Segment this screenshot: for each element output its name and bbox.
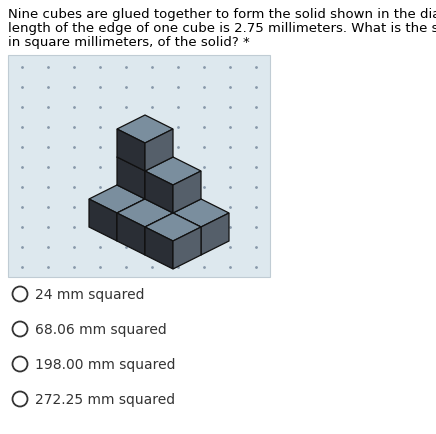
Polygon shape: [117, 214, 145, 256]
Polygon shape: [173, 214, 201, 256]
Circle shape: [13, 322, 27, 337]
Polygon shape: [89, 200, 117, 241]
Text: 68.06 mm squared: 68.06 mm squared: [35, 322, 167, 336]
Circle shape: [13, 287, 27, 302]
Polygon shape: [117, 200, 173, 227]
Circle shape: [13, 391, 27, 407]
Polygon shape: [145, 227, 173, 270]
Polygon shape: [173, 227, 201, 270]
Polygon shape: [145, 200, 173, 241]
Text: in square millimeters, of the solid? *: in square millimeters, of the solid? *: [8, 36, 250, 49]
Polygon shape: [89, 186, 145, 214]
FancyBboxPatch shape: [8, 56, 270, 277]
Text: 272.25 mm squared: 272.25 mm squared: [35, 392, 175, 406]
Polygon shape: [117, 116, 173, 144]
Polygon shape: [173, 200, 201, 241]
Polygon shape: [117, 144, 173, 171]
Circle shape: [13, 357, 27, 372]
Polygon shape: [145, 214, 173, 256]
Polygon shape: [145, 158, 201, 186]
Polygon shape: [145, 186, 201, 214]
Text: length of the edge of one cube is 2.75 millimeters. What is the surface area,: length of the edge of one cube is 2.75 m…: [8, 22, 436, 35]
Text: 198.00 mm squared: 198.00 mm squared: [35, 357, 176, 371]
Text: Nine cubes are glued together to form the solid shown in the diagram. The: Nine cubes are glued together to form th…: [8, 8, 436, 21]
Polygon shape: [145, 130, 173, 171]
Polygon shape: [145, 214, 201, 241]
Polygon shape: [145, 186, 173, 227]
Polygon shape: [145, 171, 173, 214]
Polygon shape: [173, 200, 229, 227]
Polygon shape: [173, 171, 201, 214]
Polygon shape: [201, 214, 229, 256]
Polygon shape: [117, 200, 145, 241]
Polygon shape: [117, 130, 145, 171]
Polygon shape: [145, 158, 173, 200]
Polygon shape: [117, 186, 145, 227]
Text: 24 mm squared: 24 mm squared: [35, 287, 144, 301]
Polygon shape: [117, 171, 173, 200]
Polygon shape: [117, 158, 145, 200]
